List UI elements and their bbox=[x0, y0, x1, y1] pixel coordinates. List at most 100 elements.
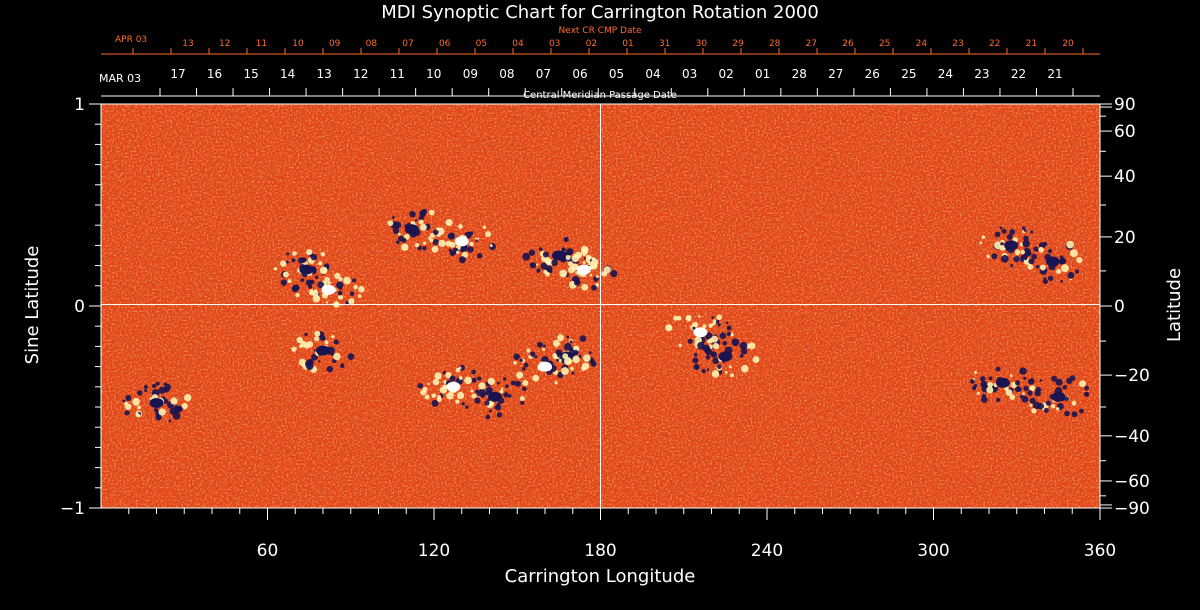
region-fleck bbox=[528, 249, 536, 256]
region-fleck bbox=[292, 251, 297, 256]
region-fleck bbox=[510, 380, 516, 386]
y-right-tick-label: −20 bbox=[1114, 366, 1150, 386]
region-fleck bbox=[1050, 404, 1056, 409]
region-fleck bbox=[461, 402, 465, 406]
region-fleck bbox=[726, 331, 732, 337]
region-fleck bbox=[319, 335, 326, 342]
region-fleck bbox=[555, 349, 563, 356]
region-fleck bbox=[999, 245, 1006, 251]
region-fleck bbox=[1001, 228, 1007, 234]
next-axis-date: 31 bbox=[659, 39, 670, 49]
region-fleck bbox=[995, 397, 1001, 403]
region-fleck bbox=[1064, 396, 1069, 402]
region-fleck bbox=[987, 381, 994, 388]
active-region-core bbox=[1051, 391, 1066, 402]
active-region-core bbox=[693, 327, 708, 338]
region-fleck bbox=[534, 355, 538, 359]
region-fleck bbox=[507, 394, 512, 398]
region-fleck bbox=[1022, 239, 1030, 248]
region-fleck bbox=[1062, 385, 1068, 390]
y-right-tick-label: 60 bbox=[1114, 122, 1136, 142]
top-axis-date: 28 bbox=[792, 67, 807, 81]
next-axis-date: 21 bbox=[1026, 39, 1037, 49]
region-fleck bbox=[974, 371, 978, 375]
region-fleck bbox=[1059, 259, 1066, 265]
region-fleck bbox=[482, 225, 487, 230]
region-fleck bbox=[726, 325, 732, 331]
region-fleck bbox=[445, 372, 452, 379]
region-fleck bbox=[693, 363, 700, 371]
region-fleck bbox=[692, 357, 699, 364]
region-fleck bbox=[480, 392, 486, 398]
region-fleck bbox=[610, 270, 618, 278]
region-fleck bbox=[986, 386, 994, 394]
region-fleck bbox=[1079, 408, 1084, 414]
region-fleck bbox=[1038, 246, 1044, 253]
region-fleck bbox=[282, 271, 289, 278]
region-fleck bbox=[693, 353, 698, 357]
region-fleck bbox=[563, 236, 569, 243]
region-fleck bbox=[554, 381, 558, 385]
region-fleck bbox=[569, 348, 574, 353]
region-fleck bbox=[708, 338, 714, 344]
region-fleck bbox=[1006, 233, 1013, 240]
region-fleck bbox=[485, 414, 491, 420]
region-fleck bbox=[520, 400, 525, 405]
y-left-tick-label: −1 bbox=[60, 499, 85, 519]
region-fleck bbox=[1056, 407, 1060, 411]
region-fleck bbox=[287, 279, 292, 284]
region-fleck bbox=[569, 340, 573, 344]
region-fleck bbox=[529, 262, 537, 269]
region-fleck bbox=[170, 397, 178, 405]
top-axis-date: 24 bbox=[938, 67, 953, 81]
region-fleck bbox=[1067, 271, 1075, 279]
region-fleck bbox=[1028, 378, 1035, 385]
region-fleck bbox=[1009, 374, 1013, 378]
next-axis-month: APR 03 bbox=[115, 35, 147, 45]
region-fleck bbox=[431, 399, 439, 407]
region-fleck bbox=[449, 241, 456, 248]
region-fleck bbox=[305, 279, 313, 286]
region-fleck bbox=[280, 279, 287, 286]
region-fleck bbox=[522, 380, 529, 387]
region-fleck bbox=[429, 233, 435, 239]
region-fleck bbox=[521, 386, 527, 392]
region-fleck bbox=[687, 338, 693, 344]
top-axis-month: MAR 03 bbox=[99, 72, 141, 85]
next-axis-date: 05 bbox=[476, 39, 487, 49]
top-axis-date: 13 bbox=[317, 67, 332, 81]
active-region-core bbox=[538, 361, 552, 372]
region-fleck bbox=[333, 339, 339, 345]
region-fleck bbox=[295, 292, 300, 298]
y-right-tick-label: 40 bbox=[1114, 167, 1136, 187]
region-fleck bbox=[722, 340, 728, 346]
region-fleck bbox=[420, 223, 427, 231]
top-axis-date: 21 bbox=[1047, 67, 1062, 81]
region-fleck bbox=[173, 405, 181, 413]
region-fleck bbox=[698, 315, 701, 318]
region-fleck bbox=[573, 279, 581, 286]
active-region-core bbox=[551, 250, 566, 261]
region-fleck bbox=[324, 276, 330, 283]
region-fleck bbox=[717, 323, 721, 327]
region-fleck bbox=[456, 391, 465, 400]
region-fleck bbox=[422, 241, 427, 245]
region-fleck bbox=[358, 285, 365, 293]
region-fleck bbox=[488, 409, 492, 413]
region-fleck bbox=[986, 254, 991, 259]
region-fleck bbox=[155, 414, 162, 421]
region-fleck bbox=[414, 219, 418, 222]
chart-title: MDI Synoptic Chart for Carrington Rotati… bbox=[381, 2, 819, 23]
region-fleck bbox=[125, 395, 132, 401]
region-fleck bbox=[172, 411, 181, 420]
region-fleck bbox=[336, 281, 344, 289]
region-fleck bbox=[338, 277, 343, 282]
top-axis-date: 26 bbox=[865, 67, 880, 81]
top-axis-date: 05 bbox=[609, 67, 624, 81]
active-region-core bbox=[321, 284, 336, 295]
top-axis-date: 08 bbox=[499, 67, 514, 81]
region-fleck bbox=[545, 259, 552, 266]
region-fleck bbox=[455, 367, 461, 373]
region-fleck bbox=[417, 382, 424, 389]
y-right-tick-label: −40 bbox=[1114, 427, 1150, 447]
